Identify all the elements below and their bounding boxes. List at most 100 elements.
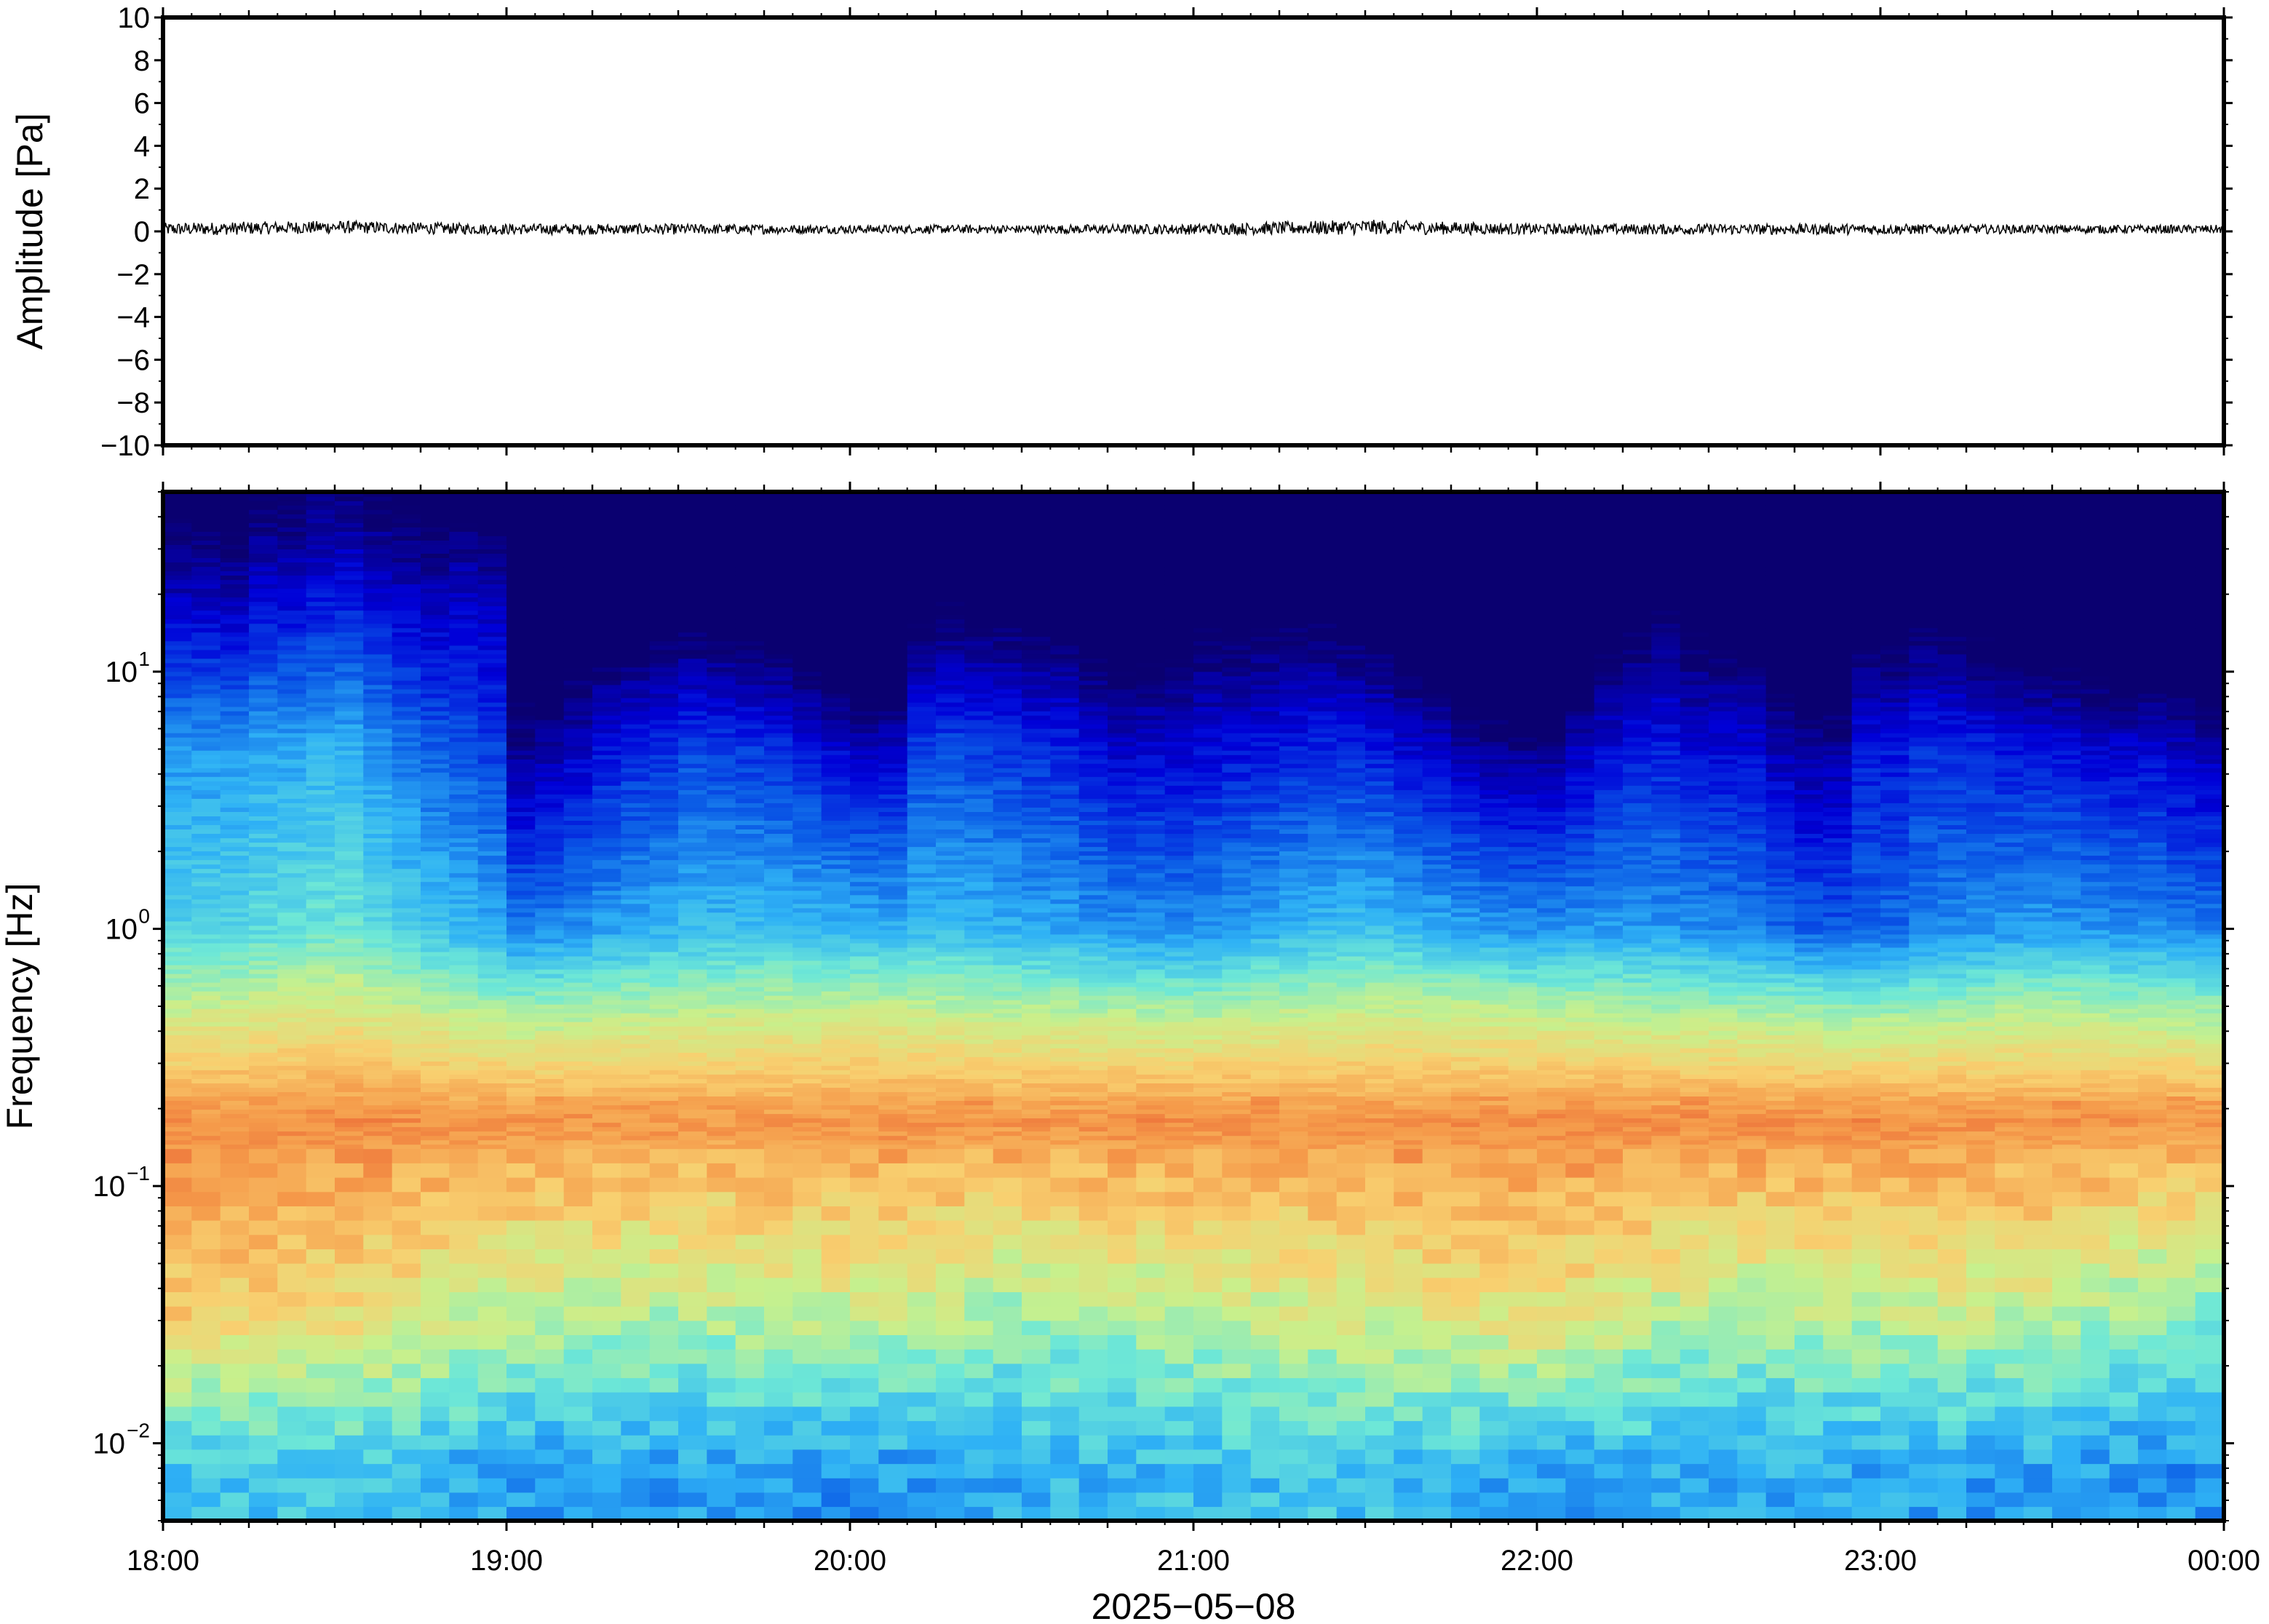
spectrogram-cell [878, 920, 908, 926]
spectrogram-cell [277, 675, 307, 681]
spectrogram-cell [477, 1334, 507, 1350]
spectrogram-cell [621, 1163, 651, 1178]
spectrogram-cell [821, 1377, 851, 1393]
spectrogram-cell [249, 649, 279, 655]
spectrogram-cell [592, 955, 622, 961]
spectrogram-cell [249, 829, 279, 834]
spectrogram-cell [506, 776, 536, 781]
spectrogram-cell [592, 518, 622, 523]
spectrogram-cell [535, 960, 565, 966]
spectrogram-cell [735, 684, 765, 690]
spectrogram-cell [163, 947, 193, 952]
spectrogram-cell [649, 658, 679, 664]
spectrogram-cell [621, 789, 651, 795]
spectrogram-cell [306, 912, 335, 918]
spectrogram-cell [850, 772, 880, 777]
spectrogram-cell [850, 768, 880, 773]
spectrogram-cell [735, 1249, 765, 1264]
spectrogram-cell [707, 527, 736, 532]
spectrogram-cell [563, 522, 593, 528]
spectrogram-cell [850, 776, 880, 781]
spectrogram-cell [907, 1463, 937, 1478]
spectrogram-cell [707, 575, 736, 581]
spectrogram-cell [535, 772, 565, 777]
spectrogram-cell [421, 755, 450, 760]
spectrogram-cell [477, 1022, 507, 1027]
spectrogram-cell [277, 829, 307, 834]
spectrogram-cell [335, 514, 365, 519]
spectrogram-cell [249, 741, 279, 747]
spectrogram-cell [878, 680, 908, 685]
spectrogram-cell [535, 1056, 565, 1062]
spectrogram-cell [163, 907, 193, 913]
spectrogram-cell [449, 706, 479, 712]
spectrogram-cell [335, 1070, 365, 1075]
spectrogram-cell [649, 916, 679, 922]
spectrogram-cell [735, 1177, 765, 1193]
spectrogram-cell [249, 693, 279, 698]
spectrogram-cell [621, 977, 651, 983]
spectrogram-cell [792, 798, 822, 803]
spectrogram-cell [649, 772, 679, 777]
spectrogram-cell [592, 1391, 622, 1407]
spectrogram-cell [506, 1406, 536, 1422]
spectrogram-cell [306, 951, 335, 957]
spectrogram-cell [621, 1249, 651, 1264]
spectrogram-cell [421, 1030, 450, 1035]
spectrogram-cell [506, 1104, 536, 1110]
spectrogram-cell [735, 890, 765, 896]
spectrogram-cell [735, 942, 765, 948]
spectrogram-cell [277, 741, 307, 747]
spectrogram-cell [163, 925, 193, 931]
spectrogram-cell [850, 632, 880, 637]
spectrogram-cell [306, 1008, 335, 1014]
spectrogram-cell [477, 509, 507, 514]
spectrogram-cell [335, 1091, 365, 1096]
spectrogram-cell [850, 999, 880, 1005]
spectrogram-cell [506, 1008, 536, 1014]
spectrogram-cell [163, 1320, 193, 1335]
spectrogram-cell [707, 614, 736, 620]
spectrogram-cell [163, 570, 193, 576]
spectrogram-cell [907, 1262, 937, 1278]
spectrogram-cell [392, 982, 421, 987]
spectrogram-cell [249, 640, 279, 646]
spectrogram-cell [335, 785, 365, 790]
spectrogram-cell [850, 527, 880, 532]
spectrogram-cell [563, 605, 593, 611]
spectrogram-cell [335, 1139, 365, 1145]
spectrogram-cell [506, 851, 536, 856]
spectrogram-cell [363, 723, 393, 729]
spectrogram-cell [907, 803, 937, 808]
spectrogram-cell [878, 955, 908, 961]
spectrogram-cell [191, 1048, 221, 1053]
spectrogram-cell [363, 772, 393, 777]
spectrogram-cell [335, 666, 365, 672]
spectrogram-cell [850, 566, 880, 572]
spectrogram-cell [850, 842, 880, 848]
spectrogram-cell [907, 601, 937, 607]
spectrogram-cell [477, 1131, 507, 1137]
spectrogram-cell [363, 776, 393, 781]
spectrogram-cell [878, 803, 908, 808]
spectrogram-cell [335, 527, 365, 532]
spectrogram-cell [878, 557, 908, 562]
spectrogram-cell [249, 951, 279, 957]
spectrogram-cell [707, 811, 736, 816]
spectrogram-cell [821, 986, 851, 992]
spectrogram-cell [363, 1506, 393, 1521]
spectrogram-cell [421, 842, 450, 848]
spectrogram-cell [163, 1100, 193, 1106]
spectrogram-cell [220, 553, 250, 558]
spectrogram-cell [592, 855, 622, 861]
spectrogram-cell [735, 492, 765, 497]
spectrogram-cell [449, 1277, 479, 1292]
spectrogram-cell [707, 1262, 736, 1278]
spectrogram-cell [306, 632, 335, 637]
spectrogram-cell [220, 807, 250, 812]
spectrogram-cell [821, 1277, 851, 1292]
spectrogram-cell [649, 632, 679, 637]
spectrogram-cell [649, 627, 679, 633]
spectrogram-cell [335, 920, 365, 926]
spectrogram-cell [678, 1074, 708, 1079]
